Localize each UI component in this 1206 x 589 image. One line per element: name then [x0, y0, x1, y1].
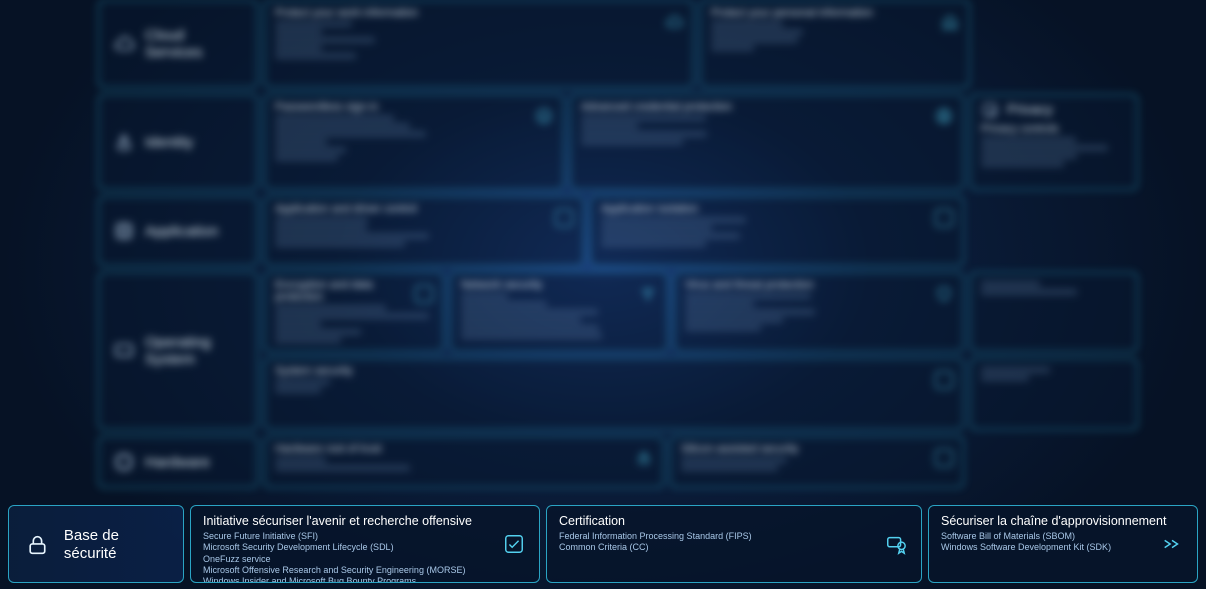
row-label-identity: Identity — [98, 94, 258, 190]
card-item: Secure Future Initiative (SFI) — [203, 531, 527, 542]
row-label-cloud: Cloud Services — [98, 0, 258, 88]
lock-icon — [25, 532, 50, 558]
card-title: Certification — [559, 514, 909, 528]
card-item: Microsoft Security Development Lifecycle… — [203, 542, 527, 553]
row-label-os: Operating System — [98, 272, 258, 430]
card-initiative: Initiative sécuriser l'avenir et recherc… — [190, 505, 540, 583]
card-item: Federal Information Processing Standard … — [559, 531, 909, 542]
row-label-application: Application — [98, 196, 258, 266]
card-title: Initiative sécuriser l'avenir et recherc… — [203, 514, 527, 528]
card-item: OneFuzz service — [203, 554, 527, 565]
row-label-security-base: Base de sécurité — [8, 505, 184, 583]
security-base-row: Base de sécurité Initiative sécuriser l'… — [8, 505, 1198, 583]
card-item: Common Criteria (CC) — [559, 542, 909, 553]
check-icon — [503, 533, 525, 555]
card-supply-chain: Sécuriser la chaîne d'approvisionnement … — [928, 505, 1198, 583]
cert-icon — [885, 533, 907, 555]
card-item: Windows Software Development Kit (SDK) — [941, 542, 1185, 553]
row-label-text: Base de sécurité — [64, 527, 171, 563]
card-item: Software Bill of Materials (SBOM) — [941, 531, 1185, 542]
row-label-hardware: Hardware — [98, 436, 258, 488]
card-title: Sécuriser la chaîne d'approvisionnement — [941, 514, 1185, 528]
arrows-icon — [1161, 533, 1183, 555]
card-certification: Certification Federal Information Proces… — [546, 505, 922, 583]
card-item: Windows Insider and Microsoft Bug Bounty… — [203, 576, 527, 583]
layers-grid-blurred: Cloud ServicesProtect your work informat… — [98, 0, 1138, 500]
card-item: Microsoft Offensive Research and Securit… — [203, 565, 527, 576]
